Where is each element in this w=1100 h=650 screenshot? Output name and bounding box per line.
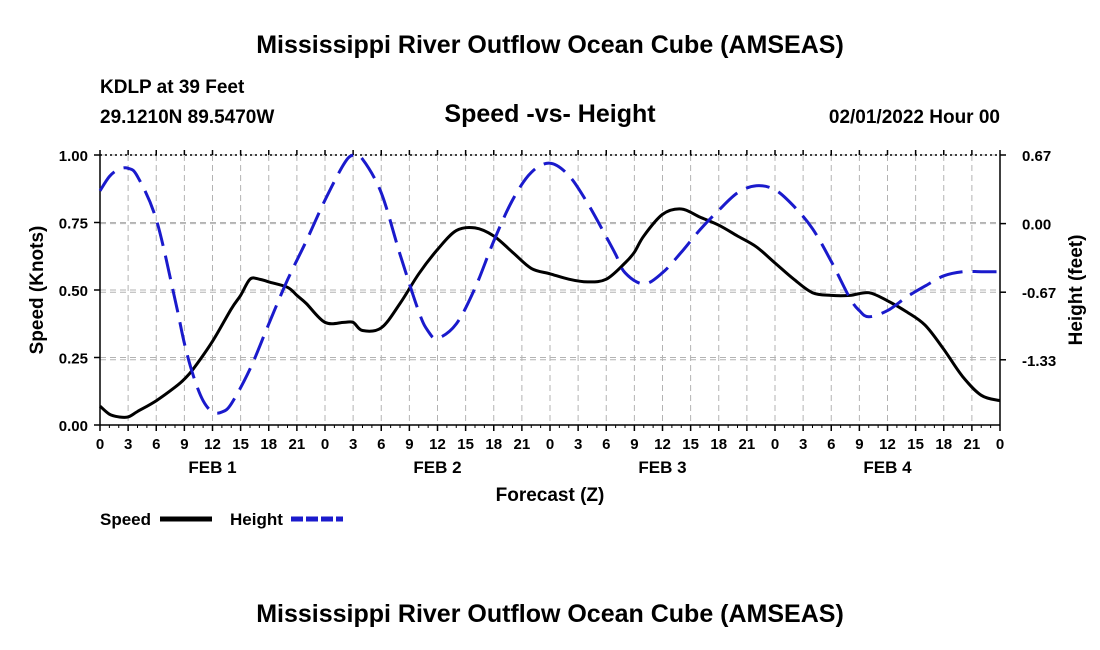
x-tick-label: 15 (907, 436, 924, 453)
x-tick-label: 6 (602, 436, 610, 453)
x-tick-label: 0 (771, 436, 779, 453)
x-tick-label: 9 (405, 436, 413, 453)
day-label: FEB 3 (638, 458, 686, 477)
y2-tick-label: -0.67 (1022, 285, 1056, 302)
x-tick-label: 21 (739, 436, 756, 453)
speed-series-line (98, 207, 1001, 419)
x-tick-label: 21 (964, 436, 981, 453)
footer-title: Mississippi River Outflow Ocean Cube (AM… (256, 600, 844, 628)
x-tick-label: 15 (457, 436, 474, 453)
y2-tick-label: -1.33 (1022, 353, 1056, 370)
x-tick-label: 9 (180, 436, 188, 453)
x-tick-label: 9 (855, 436, 863, 453)
x-tick-label: 12 (654, 436, 671, 453)
x-tick-label: 0 (321, 436, 329, 453)
datetime-label: 02/01/2022 Hour 00 (828, 107, 1000, 128)
x-tick-label: 21 (514, 436, 531, 453)
chart-subtitle: Speed -vs- Height (444, 100, 656, 128)
y2-tick-label: 0.67 (1022, 148, 1051, 165)
station-label: KDLP at 39 Feet (100, 77, 245, 98)
legend-height-label: Height (230, 510, 283, 529)
x-tick-label: 0 (996, 436, 1004, 453)
x-tick-label: 0 (546, 436, 554, 453)
x-tick-label: 21 (289, 436, 306, 453)
x-tick-label: 9 (630, 436, 638, 453)
coordinates-label: 29.1210N 89.5470W (100, 107, 275, 128)
x-tick-label: 3 (799, 436, 807, 453)
x-tick-label: 3 (124, 436, 132, 453)
x-tick-label: 12 (879, 436, 896, 453)
x-tick-label: 12 (429, 436, 446, 453)
y-tick-label: 0.00 (59, 418, 88, 435)
x-tick-label: 6 (827, 436, 835, 453)
x-tick-label: 3 (349, 436, 357, 453)
y-tick-label: 0.25 (59, 351, 88, 368)
x-tick-label: 3 (574, 436, 582, 453)
x-tick-label: 0 (96, 436, 104, 453)
y2-tick-label: 0.00 (1022, 217, 1051, 234)
x-tick-label: 15 (682, 436, 699, 453)
y-tick-label: 0.75 (59, 216, 88, 233)
x-tick-label: 18 (935, 436, 952, 453)
x-tick-label: 12 (204, 436, 221, 453)
x-tick-label: 18 (485, 436, 502, 453)
day-label: FEB 1 (188, 458, 236, 477)
legend-speed-label: Speed (100, 510, 151, 529)
y-tick-label: 1.00 (59, 148, 88, 165)
x-tick-label: 6 (377, 436, 385, 453)
main-title: Mississippi River Outflow Ocean Cube (AM… (256, 31, 844, 59)
height-series-line (98, 152, 1000, 415)
x-axis-title: Forecast (Z) (496, 485, 605, 506)
x-tick-label: 15 (232, 436, 249, 453)
y2-axis-title: Height (feet) (1066, 235, 1087, 346)
x-tick-label: 18 (710, 436, 727, 453)
y-tick-label: 0.50 (59, 283, 88, 300)
day-label: FEB 4 (863, 458, 912, 477)
y-axis-title: Speed (Knots) (27, 226, 48, 355)
x-tick-label: 18 (260, 436, 277, 453)
day-label: FEB 2 (413, 458, 461, 477)
x-tick-label: 6 (152, 436, 160, 453)
